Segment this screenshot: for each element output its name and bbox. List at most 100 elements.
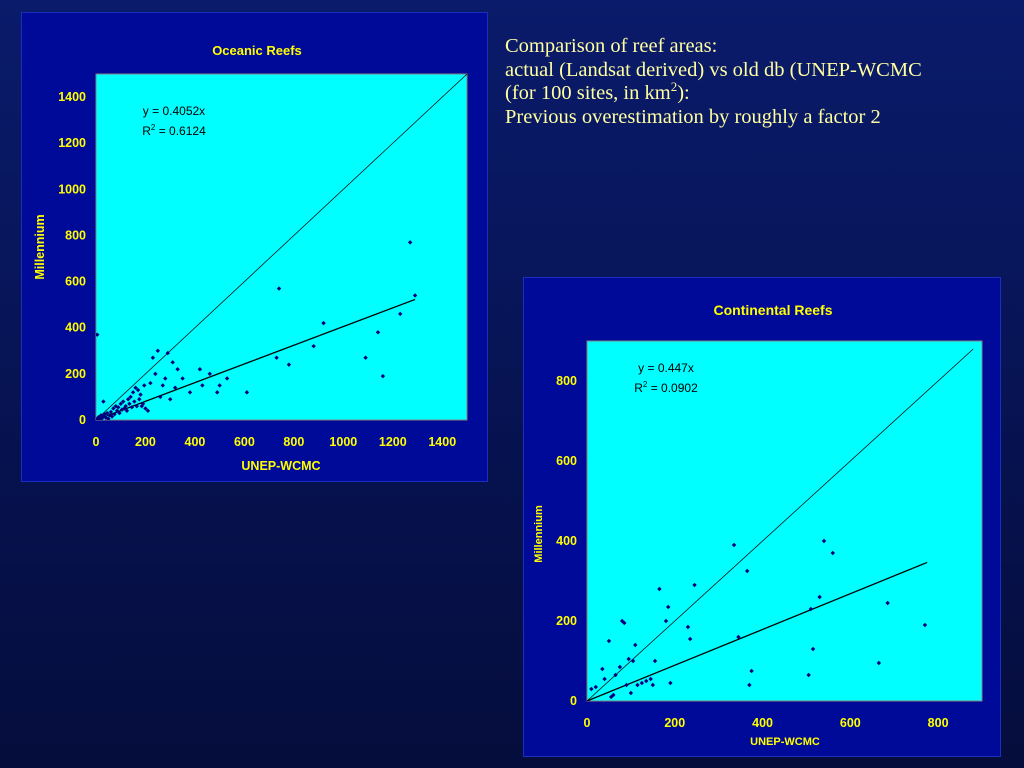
one-to-one-line [96, 74, 467, 420]
caption-text-block: Comparison of reef areas: actual (Landsa… [505, 35, 1024, 129]
data-point [311, 343, 316, 349]
data-point [630, 658, 636, 664]
data-point [150, 355, 156, 360]
data-point [217, 383, 222, 388]
data-point [160, 383, 165, 388]
data-point [109, 414, 115, 419]
data-point [617, 664, 623, 670]
y-tick-label: 1200 [58, 136, 86, 150]
data-point [276, 286, 282, 291]
x-tick-label: 1400 [428, 435, 456, 449]
x-tick-label: 600 [840, 716, 861, 730]
y-tick-label: 1400 [58, 90, 86, 104]
x-tick-label: 800 [283, 435, 304, 449]
data-point [111, 406, 116, 411]
r-squared-label: R2 = 0.0902 [634, 380, 698, 395]
data-point [412, 293, 418, 298]
x-tick-label: 0 [584, 716, 591, 730]
data-point [140, 401, 146, 407]
x-tick-label: 800 [928, 716, 949, 730]
caption-line-3-superscript: 2 [670, 79, 678, 95]
data-point [602, 676, 607, 682]
data-point [165, 350, 170, 356]
x-tick-label: 400 [752, 716, 773, 730]
data-point [124, 408, 130, 413]
data-point [172, 385, 178, 390]
data-point [633, 642, 638, 648]
data-point [663, 618, 669, 624]
plot-content [587, 348, 974, 701]
data-point [749, 668, 754, 674]
oceanic-reefs-chart-panel: Oceanic Reefs y = 0.4052x R2 = 0.6124 0 200 4… [21, 12, 488, 482]
y-tick-label: 600 [65, 275, 86, 289]
data-point [135, 387, 141, 393]
data-point [118, 401, 123, 407]
data-point [104, 410, 110, 416]
data-point [138, 392, 143, 397]
data-point [731, 542, 737, 548]
r-squared-value: = 0.0902 [647, 381, 698, 395]
x-tick-label: 400 [185, 435, 206, 449]
data-point [108, 409, 114, 415]
data-point [821, 538, 827, 544]
y-tick-label: 0 [570, 694, 577, 708]
data-point [593, 684, 598, 690]
continental-reefs-chart: Continental Reefs y = 0.447x R2 = 0.0902 0 2… [533, 302, 983, 748]
data-point [153, 371, 158, 377]
data-point [112, 412, 117, 417]
data-point [635, 682, 640, 688]
continental-reefs-chart-panel: Continental Reefs y = 0.447x R2 = 0.0902 0 2… [523, 277, 1001, 757]
y-tick-label: 600 [556, 454, 577, 468]
data-point [244, 390, 250, 395]
data-point [817, 594, 822, 600]
data-point [96, 332, 100, 337]
one-to-one-line [587, 348, 974, 701]
caption-line-3-text: (for 100 sites, in km [505, 82, 671, 104]
data-point [810, 646, 816, 652]
data-point [685, 624, 691, 630]
caption-line-4: Previous overestimation by roughly a fac… [505, 105, 881, 128]
data-point [101, 399, 106, 404]
data-point [123, 403, 128, 409]
data-point [145, 408, 151, 413]
data-point [606, 638, 612, 644]
x-tick-label: 200 [135, 435, 156, 449]
r-squared-letter: R [634, 381, 643, 395]
y-tick-label: 200 [556, 614, 577, 628]
caption-line-3-end: ): [677, 82, 690, 104]
y-tick-label: 400 [65, 321, 86, 335]
r-squared-superscript: 2 [643, 380, 648, 389]
r-squared-letter: R [142, 124, 151, 138]
data-point [224, 376, 230, 381]
data-point [692, 582, 697, 588]
data-point [129, 405, 135, 410]
data-point [207, 371, 212, 377]
y-tick-label: 800 [556, 374, 577, 388]
x-axis-label: UNEP-WCMC [750, 736, 820, 748]
chart-title: Oceanic Reefs [212, 43, 302, 58]
data-point [170, 360, 175, 365]
data-point [107, 413, 112, 418]
data-point [321, 320, 326, 326]
x-tick-label: 200 [664, 716, 685, 730]
data-point [127, 401, 132, 407]
data-point [648, 676, 653, 682]
data-point [380, 373, 386, 379]
data-point [175, 367, 180, 372]
data-point [132, 399, 137, 404]
data-point [644, 678, 649, 684]
data-point [613, 672, 618, 678]
y-tick-label: 0 [79, 413, 86, 427]
data-point [407, 240, 413, 245]
r-squared-superscript: 2 [151, 123, 156, 132]
y-tick-label: 1000 [58, 182, 86, 196]
data-point [158, 394, 163, 400]
caption-line-3: (for 100 sites, in km2): [505, 79, 1024, 106]
data-point [214, 390, 220, 395]
data-point [806, 672, 811, 678]
trend-line [96, 298, 416, 420]
data-point [747, 682, 752, 688]
data-point [116, 405, 121, 410]
data-point [652, 658, 658, 664]
y-axis-label: Millennium [33, 214, 47, 279]
